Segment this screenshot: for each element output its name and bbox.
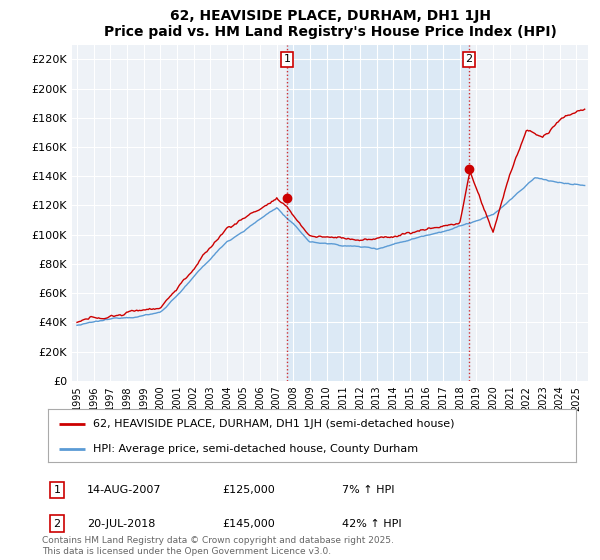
Text: HPI: Average price, semi-detached house, County Durham: HPI: Average price, semi-detached house,… — [93, 444, 418, 454]
Text: £125,000: £125,000 — [222, 485, 275, 495]
Text: Contains HM Land Registry data © Crown copyright and database right 2025.
This d: Contains HM Land Registry data © Crown c… — [42, 536, 394, 556]
Text: 2: 2 — [466, 54, 473, 64]
Bar — [287, 45, 469, 381]
Text: £145,000: £145,000 — [222, 519, 275, 529]
Text: 2: 2 — [53, 519, 61, 529]
Text: 7% ↑ HPI: 7% ↑ HPI — [342, 485, 395, 495]
Text: 20-JUL-2018: 20-JUL-2018 — [87, 519, 155, 529]
Text: 1: 1 — [53, 485, 61, 495]
Text: 14-AUG-2007: 14-AUG-2007 — [87, 485, 161, 495]
Title: 62, HEAVISIDE PLACE, DURHAM, DH1 1JH
Price paid vs. HM Land Registry's House Pri: 62, HEAVISIDE PLACE, DURHAM, DH1 1JH Pri… — [104, 10, 556, 39]
Text: 62, HEAVISIDE PLACE, DURHAM, DH1 1JH (semi-detached house): 62, HEAVISIDE PLACE, DURHAM, DH1 1JH (se… — [93, 419, 454, 429]
Text: 42% ↑ HPI: 42% ↑ HPI — [342, 519, 401, 529]
Text: 1: 1 — [284, 54, 290, 64]
